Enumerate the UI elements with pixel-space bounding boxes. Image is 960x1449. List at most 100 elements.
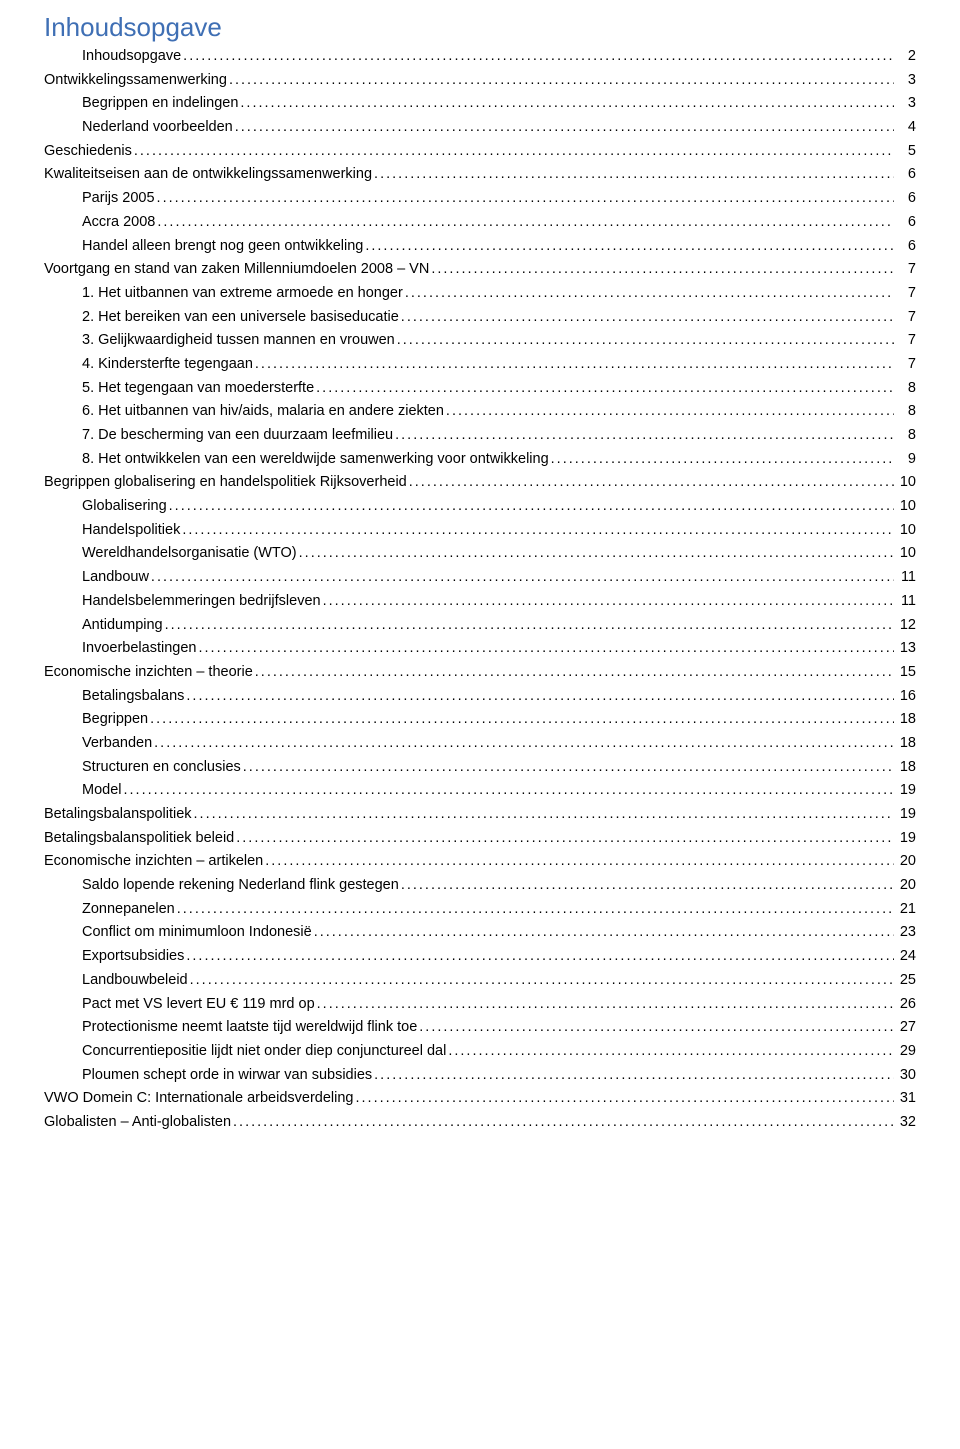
- toc-leader: [372, 1068, 894, 1083]
- toc-row[interactable]: VWO Domein C: Internationale arbeidsverd…: [44, 1091, 916, 1106]
- toc-row[interactable]: Betalingsbalanspolitiek19: [44, 807, 916, 822]
- toc-label: Saldo lopende rekening Nederland flink g…: [82, 878, 399, 893]
- toc-row[interactable]: Betalingsbalanspolitiek beleid 19: [44, 831, 916, 846]
- toc-row[interactable]: Geschiedenis5: [44, 144, 916, 159]
- toc-page-number: 30: [894, 1068, 916, 1083]
- toc-row[interactable]: Economische inzichten – theorie15: [44, 665, 916, 680]
- toc-row[interactable]: Antidumping12: [44, 618, 916, 633]
- toc-label: Begrippen: [82, 712, 148, 727]
- toc-page-number: 27: [894, 1020, 916, 1035]
- toc-leader: [188, 973, 894, 988]
- toc-row[interactable]: 1. Het uitbannen van extreme armoede en …: [44, 286, 916, 301]
- toc-row[interactable]: Concurrentiepositie lijdt niet onder die…: [44, 1044, 916, 1059]
- toc-page-number: 10: [894, 475, 916, 490]
- toc-leader: [446, 1044, 894, 1059]
- toc-page-number: 6: [894, 191, 916, 206]
- toc-leader: [429, 262, 894, 277]
- toc-row[interactable]: Model19: [44, 783, 916, 798]
- toc-label: Ploumen schept orde in wirwar van subsid…: [82, 1068, 372, 1083]
- toc-leader: [372, 167, 894, 182]
- toc-row[interactable]: Verbanden18: [44, 736, 916, 751]
- toc-row[interactable]: Parijs 2005 6: [44, 191, 916, 206]
- toc-row[interactable]: Structuren en conclusies18: [44, 760, 916, 775]
- toc-row[interactable]: Economische inzichten – artikelen 20: [44, 854, 916, 869]
- toc-row[interactable]: 8. Het ontwikkelen van een wereldwijde s…: [44, 452, 916, 467]
- toc-row[interactable]: 2. Het bereiken van een universele basis…: [44, 310, 916, 325]
- toc-page-number: 6: [894, 167, 916, 182]
- toc-row[interactable]: Zonnepanelen21: [44, 902, 916, 917]
- toc-label: Globalisering: [82, 499, 167, 514]
- toc-leader: [444, 404, 894, 419]
- toc-row[interactable]: 7. De bescherming van een duurzaam leefm…: [44, 428, 916, 443]
- toc-page-number: 6: [894, 215, 916, 230]
- toc-page-number: 2: [894, 49, 916, 64]
- toc-leader: [417, 1020, 894, 1035]
- toc-label: Antidumping: [82, 618, 163, 633]
- toc-page-number: 8: [894, 428, 916, 443]
- toc-row[interactable]: Begrippen18: [44, 712, 916, 727]
- toc-label: Geschiedenis: [44, 144, 132, 159]
- toc-row[interactable]: Globalisten – Anti-globalisten32: [44, 1115, 916, 1130]
- toc-row[interactable]: Betalingsbalans16: [44, 689, 916, 704]
- toc-label: Concurrentiepositie lijdt niet onder die…: [82, 1044, 446, 1059]
- toc-row[interactable]: Ontwikkelingssamenwerking3: [44, 73, 916, 88]
- toc-page-number: 7: [894, 333, 916, 348]
- toc-page-number: 11: [894, 594, 916, 609]
- toc-row[interactable]: Landbouwbeleid25: [44, 973, 916, 988]
- toc-page-number: 7: [894, 286, 916, 301]
- toc-row[interactable]: Conflict om minimumloon Indonesië23: [44, 925, 916, 940]
- toc-row[interactable]: Wereldhandelsorganisatie (WTO)10: [44, 546, 916, 561]
- toc-row[interactable]: Handel alleen brengt nog geen ontwikkeli…: [44, 239, 916, 254]
- toc-row[interactable]: Pact met VS levert EU € 119 mrd op26: [44, 997, 916, 1012]
- toc-row[interactable]: 4. Kindersterfte tegengaan7: [44, 357, 916, 372]
- toc-row[interactable]: 3. Gelijkwaardigheid tussen mannen en vr…: [44, 333, 916, 348]
- toc-label: Economische inzichten – artikelen: [44, 854, 263, 869]
- toc-page-number: 13: [894, 641, 916, 656]
- toc-page-number: 8: [894, 381, 916, 396]
- toc-leader: [122, 783, 895, 798]
- toc-label: Voortgang en stand van zaken Millenniumd…: [44, 262, 429, 277]
- toc-leader: [549, 452, 894, 467]
- toc-label: Betalingsbalanspolitiek beleid: [44, 831, 234, 846]
- toc-leader: [155, 215, 894, 230]
- toc-page-number: 7: [894, 357, 916, 372]
- toc-row[interactable]: Begrippen globalisering en handelspoliti…: [44, 475, 916, 490]
- toc-row[interactable]: Handelsbelemmeringen bedrijfsleven11: [44, 594, 916, 609]
- toc-row[interactable]: Handelspolitiek10: [44, 523, 916, 538]
- toc-row[interactable]: Inhoudsopgave2: [44, 49, 916, 64]
- toc-row[interactable]: 5. Het tegengaan van moedersterfte8: [44, 381, 916, 396]
- toc-row[interactable]: Ploumen schept orde in wirwar van subsid…: [44, 1068, 916, 1083]
- toc-label: 2. Het bereiken van een universele basis…: [82, 310, 399, 325]
- toc-page-number: 29: [894, 1044, 916, 1059]
- toc-row[interactable]: Voortgang en stand van zaken Millenniumd…: [44, 262, 916, 277]
- toc-leader: [395, 333, 894, 348]
- toc-row[interactable]: Kwaliteitseisen aan de ontwikkelingssame…: [44, 167, 916, 182]
- toc-page-number: 20: [894, 854, 916, 869]
- toc-row[interactable]: 6. Het uitbannen van hiv/aids, malaria e…: [44, 404, 916, 419]
- toc-page-number: 18: [894, 736, 916, 751]
- toc-label: Betalingsbalanspolitiek: [44, 807, 192, 822]
- toc-page-number: 19: [894, 831, 916, 846]
- toc-leader: [175, 902, 894, 917]
- toc-page-number: 20: [894, 878, 916, 893]
- toc-label: 1. Het uitbannen van extreme armoede en …: [82, 286, 403, 301]
- toc-page-number: 15: [894, 665, 916, 680]
- toc-row[interactable]: Begrippen en indelingen3: [44, 96, 916, 111]
- toc-label: 3. Gelijkwaardigheid tussen mannen en vr…: [82, 333, 395, 348]
- toc-row[interactable]: Landbouw11: [44, 570, 916, 585]
- toc-row[interactable]: Invoerbelastingen13: [44, 641, 916, 656]
- toc-page-number: 26: [894, 997, 916, 1012]
- toc-leader: [227, 73, 894, 88]
- toc-row[interactable]: Nederland voorbeelden4: [44, 120, 916, 135]
- toc-page-number: 3: [894, 73, 916, 88]
- toc-row[interactable]: Protectionisme neemt laatste tijd wereld…: [44, 1020, 916, 1035]
- toc-row[interactable]: Accra 20086: [44, 215, 916, 230]
- toc-leader: [231, 1115, 894, 1130]
- toc-row[interactable]: Exportsubsidies24: [44, 949, 916, 964]
- toc-label: Parijs 2005: [82, 191, 155, 206]
- toc-row[interactable]: Globalisering10: [44, 499, 916, 514]
- toc-label: 8. Het ontwikkelen van een wereldwijde s…: [82, 452, 549, 467]
- toc-label: Structuren en conclusies: [82, 760, 241, 775]
- toc-row[interactable]: Saldo lopende rekening Nederland flink g…: [44, 878, 916, 893]
- toc-leader: [312, 925, 894, 940]
